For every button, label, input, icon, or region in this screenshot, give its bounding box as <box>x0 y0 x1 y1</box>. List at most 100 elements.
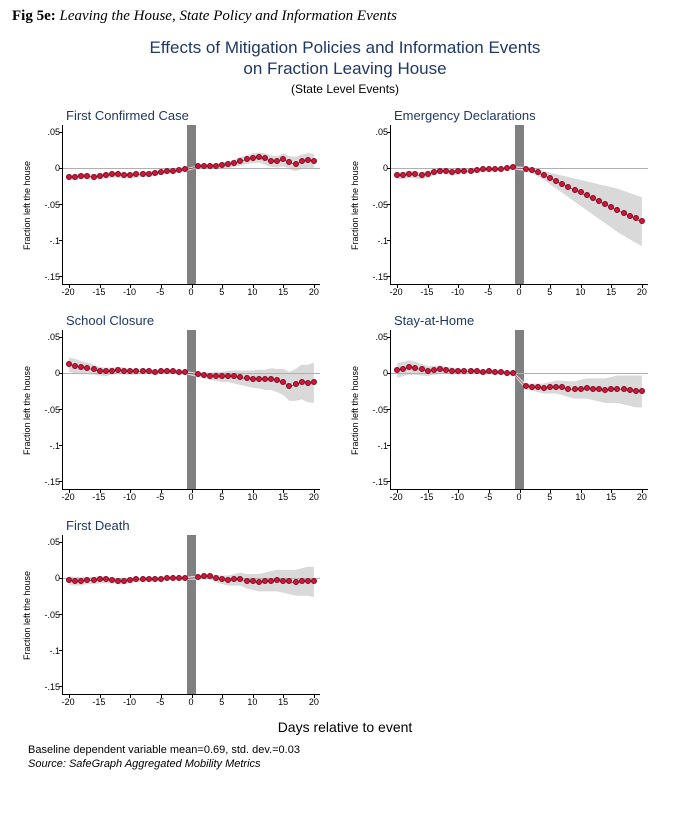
data-point <box>572 187 578 193</box>
data-point <box>412 171 418 177</box>
event-marker-bar <box>515 330 524 489</box>
data-point <box>286 159 292 165</box>
plot-surface <box>62 330 320 490</box>
x-axis-ticks: -20-15-10-505101520 <box>22 287 320 299</box>
data-point <box>523 383 529 389</box>
data-point <box>565 386 571 392</box>
data-point <box>103 172 109 178</box>
data-point <box>140 171 146 177</box>
data-point <box>66 174 72 180</box>
data-point <box>268 158 274 164</box>
data-point <box>66 361 72 367</box>
data-point <box>176 167 182 173</box>
data-point <box>158 368 164 374</box>
chart-title-line2: on Fraction Leaving House <box>243 59 446 78</box>
data-point <box>541 385 547 391</box>
data-point <box>170 575 176 581</box>
data-point <box>115 578 121 584</box>
chart-footnote: Baseline dependent variable mean=0.69, s… <box>28 743 678 772</box>
data-point <box>250 376 256 382</box>
data-point <box>237 158 243 164</box>
data-point <box>219 576 225 582</box>
data-point <box>121 172 127 178</box>
data-point <box>419 172 425 178</box>
chart-panel: School ClosureFraction left the house-.1… <box>22 309 320 504</box>
data-point <box>231 373 237 379</box>
data-point <box>201 372 207 378</box>
data-point <box>152 576 158 582</box>
data-point <box>510 370 516 376</box>
data-point <box>633 215 639 221</box>
data-point <box>97 576 103 582</box>
data-point <box>431 367 437 373</box>
data-point <box>474 368 480 374</box>
data-point <box>127 172 133 178</box>
data-point <box>596 386 602 392</box>
x-axis-ticks: -20-15-10-505101520 <box>22 697 320 709</box>
data-point <box>268 578 274 584</box>
data-point <box>274 577 280 583</box>
data-point <box>443 168 449 174</box>
footnote-baseline: Baseline dependent variable mean=0.69, s… <box>28 743 678 757</box>
data-point <box>627 213 633 219</box>
x-axis-ticks: -20-15-10-505101520 <box>350 492 648 504</box>
data-point <box>305 380 311 386</box>
plot-area: Fraction left the house-.15-.1-.050.05 <box>350 330 648 490</box>
data-point <box>127 577 133 583</box>
data-point <box>394 367 400 373</box>
data-point <box>590 386 596 392</box>
zero-reference-line <box>391 168 648 169</box>
data-point <box>627 387 633 393</box>
data-point <box>559 181 565 187</box>
data-point <box>244 578 250 584</box>
data-point <box>510 164 516 170</box>
data-point <box>565 184 571 190</box>
data-point <box>103 368 109 374</box>
data-point <box>109 171 115 177</box>
data-point <box>78 578 84 584</box>
data-point <box>274 377 280 383</box>
event-marker-bar <box>515 125 524 284</box>
data-point <box>250 578 256 584</box>
data-point <box>176 369 182 375</box>
data-point <box>78 364 84 370</box>
data-point <box>621 210 627 216</box>
data-point <box>280 379 286 385</box>
data-point <box>109 368 115 374</box>
data-point <box>400 172 406 178</box>
plot-area: Fraction left the house-.15-.1-.050.05 <box>22 330 320 490</box>
data-point <box>578 386 584 392</box>
data-point <box>461 368 467 374</box>
data-point <box>602 387 608 393</box>
data-point <box>84 173 90 179</box>
data-point <box>170 368 176 374</box>
data-point <box>602 201 608 207</box>
data-point <box>286 578 292 584</box>
data-point <box>547 384 553 390</box>
data-point <box>109 577 115 583</box>
data-point <box>608 204 614 210</box>
data-point <box>84 577 90 583</box>
data-point <box>152 369 158 375</box>
data-point <box>207 163 213 169</box>
data-point <box>529 167 535 173</box>
data-point <box>578 189 584 195</box>
data-point <box>425 171 431 177</box>
data-point <box>412 365 418 371</box>
data-point <box>293 579 299 585</box>
y-axis-label: Fraction left the house <box>22 535 42 695</box>
data-point <box>158 169 164 175</box>
data-point <box>480 166 486 172</box>
data-point <box>311 158 317 164</box>
data-point <box>443 367 449 373</box>
data-point <box>207 573 213 579</box>
chart-panel: First Confirmed CaseFraction left the ho… <box>22 104 320 299</box>
data-point <box>146 368 152 374</box>
data-point <box>633 388 639 394</box>
data-point <box>256 154 262 160</box>
data-point <box>72 174 78 180</box>
data-point <box>225 577 231 583</box>
data-point <box>504 370 510 376</box>
panel-title: Stay-at-Home <box>394 313 648 328</box>
panel-title: First Death <box>66 518 320 533</box>
